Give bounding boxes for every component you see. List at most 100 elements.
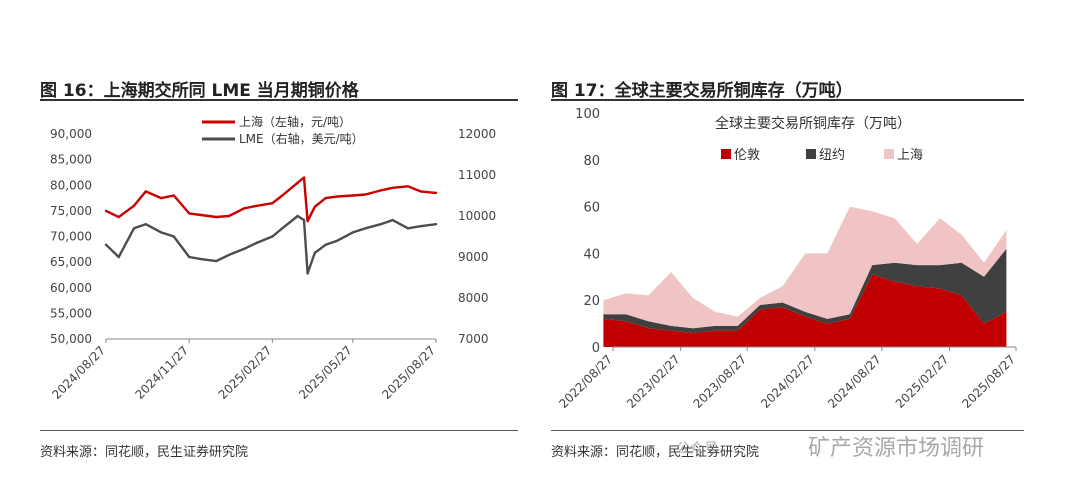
right-x-tick-label: 2024/08/27 <box>825 352 884 411</box>
data-point <box>104 209 108 213</box>
data-point <box>434 223 438 226</box>
data-point <box>243 247 246 250</box>
legend-london-swatch <box>721 149 731 159</box>
data-point <box>172 194 176 197</box>
data-point <box>104 243 108 246</box>
left-y-tick-label: 90,000 <box>50 127 92 141</box>
right-y-tick-label: 9000 <box>458 250 489 264</box>
watermark-sub: 公众号 <box>676 441 718 457</box>
data-point <box>281 227 284 230</box>
left-x-tick-label: 2024/11/27 <box>132 343 191 402</box>
left-title-rule <box>40 99 518 101</box>
right-source-rule <box>551 430 1024 431</box>
data-point <box>144 190 147 193</box>
legend-london-label: 伦敦 <box>734 147 760 163</box>
data-point <box>215 215 218 219</box>
data-point <box>255 204 259 207</box>
data-point <box>313 251 317 255</box>
left-y-tick-label: 80,000 <box>50 178 92 192</box>
right-y-tick-label: 7000 <box>458 332 489 346</box>
legend-label-shanghai: 上海（左轴，元/吨） <box>239 114 351 129</box>
left-x-tick-label: 2024/08/27 <box>49 343 108 402</box>
right-inventory-chart: 0 20 40 60 80 100 2022/08/27 2023/02/27 2023/08/… <box>556 107 1018 411</box>
left-price-chart: 50,000 55,000 60,000 65,000 70,000 75,000 80,0… <box>49 114 496 402</box>
data-point <box>351 231 355 234</box>
data-point <box>391 218 394 222</box>
data-point <box>187 212 191 215</box>
left-chart-title: 图 16：上海期交所同 LME 当月期铜价格 <box>40 81 359 101</box>
watermark: 矿产资源市场调研 <box>808 436 985 461</box>
data-point <box>243 207 246 210</box>
data-point <box>215 259 218 263</box>
right-y-tick-label: 10000 <box>458 209 496 223</box>
right-y-tick-label: 11000 <box>458 168 496 182</box>
right-y-tick-label: 12000 <box>458 127 496 141</box>
right-source: 资料来源：同花顺，民生证券研究院 <box>551 445 760 460</box>
data-point <box>302 218 306 222</box>
legend-newyork-label: 纽约 <box>819 148 845 163</box>
data-point <box>306 272 309 275</box>
area-shanghai <box>603 206 1007 329</box>
data-point <box>199 213 203 217</box>
left-source: 资料来源：同花顺，民生证券研究院 <box>40 445 249 460</box>
data-point <box>159 231 163 234</box>
data-point <box>336 195 339 198</box>
left-x-tick-label: 2025/08/27 <box>379 343 438 402</box>
data-point <box>379 189 383 192</box>
right-chart-y-tick-label: 40 <box>583 247 600 262</box>
left-y-tick-label: 55,000 <box>50 306 92 320</box>
data-point <box>379 223 383 226</box>
data-point <box>364 227 367 230</box>
left-y-tick-label: 85,000 <box>50 153 92 167</box>
series-line-lme <box>105 214 437 275</box>
data-point <box>144 223 147 226</box>
legend-shanghai-swatch <box>884 149 894 159</box>
right-x-tick-label: 2024/02/27 <box>758 352 817 411</box>
data-point <box>419 225 422 228</box>
right-x-tick-label: 2025/08/27 <box>959 352 1018 411</box>
right-inner-title: 全球主要交易所铜库存（万吨） <box>715 115 911 132</box>
left-y-tick-label: 70,000 <box>50 230 92 244</box>
right-x-tick-label: 2022/08/27 <box>556 352 615 411</box>
data-point <box>255 241 259 244</box>
data-point <box>117 255 120 259</box>
series-line-shanghai <box>105 176 437 223</box>
data-point <box>281 194 284 197</box>
data-point <box>199 257 203 261</box>
left-y-tick-label: 60,000 <box>50 281 92 295</box>
data-point <box>434 191 438 195</box>
area-london <box>603 274 1007 347</box>
left-y-tick-label: 50,000 <box>50 332 92 346</box>
data-point <box>406 185 410 188</box>
right-chart-y-tick-label: 60 <box>583 201 600 216</box>
right-x-tick-label: 2023/08/27 <box>691 352 750 411</box>
legend-newyork-swatch <box>806 149 816 159</box>
right-x-tick-label: 2025/02/27 <box>893 352 952 411</box>
data-point <box>227 214 231 218</box>
left-x-tick-label: 2025/05/27 <box>296 343 355 402</box>
right-chart-y-tick-label: 100 <box>575 107 600 122</box>
data-point <box>364 193 367 196</box>
data-point <box>306 219 309 223</box>
data-point <box>406 227 410 230</box>
data-point <box>132 204 136 207</box>
data-point <box>391 186 394 190</box>
data-point <box>271 235 274 238</box>
data-point <box>336 239 339 242</box>
right-y-tick-label: 8000 <box>458 291 489 305</box>
data-point <box>351 194 355 197</box>
data-point <box>172 235 176 238</box>
data-point <box>132 227 136 230</box>
right-x-tick-label: 2023/02/27 <box>624 352 683 411</box>
left-x-tick-label: 2025/02/27 <box>216 343 275 402</box>
right-chart-y-tick-label: 80 <box>583 154 600 169</box>
data-point <box>117 215 120 219</box>
data-point <box>302 176 306 179</box>
right-chart-title: 图 17：全球主要交易所铜库存（万吨） <box>551 81 853 101</box>
right-title-rule <box>551 99 1024 101</box>
area-newyork <box>603 248 1007 333</box>
data-point <box>159 196 163 200</box>
left-y-tick-label: 75,000 <box>50 204 92 218</box>
data-point <box>313 205 317 208</box>
right-chart-y-tick-label: 0 <box>592 341 600 356</box>
